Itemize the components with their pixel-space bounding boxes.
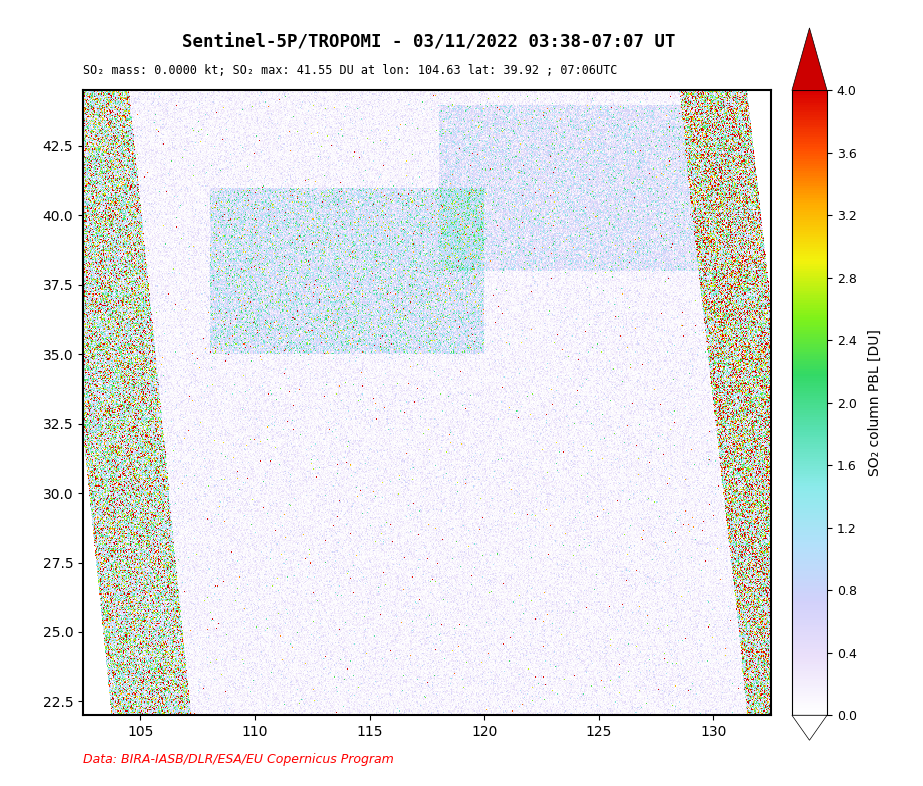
Polygon shape [792,28,827,90]
Text: SO₂ mass: 0.0000 kt; SO₂ max: 41.55 DU at lon: 104.63 lat: 39.92 ; 07:06UTC: SO₂ mass: 0.0000 kt; SO₂ max: 41.55 DU a… [83,64,617,78]
Y-axis label: SO₂ column PBL [DU]: SO₂ column PBL [DU] [868,329,881,476]
Text: Sentinel-5P/TROPOMI - 03/11/2022 03:38-07:07 UT: Sentinel-5P/TROPOMI - 03/11/2022 03:38-0… [183,33,676,51]
Polygon shape [792,715,827,740]
Text: Data: BIRA-IASB/DLR/ESA/EU Copernicus Program: Data: BIRA-IASB/DLR/ESA/EU Copernicus Pr… [83,753,394,766]
